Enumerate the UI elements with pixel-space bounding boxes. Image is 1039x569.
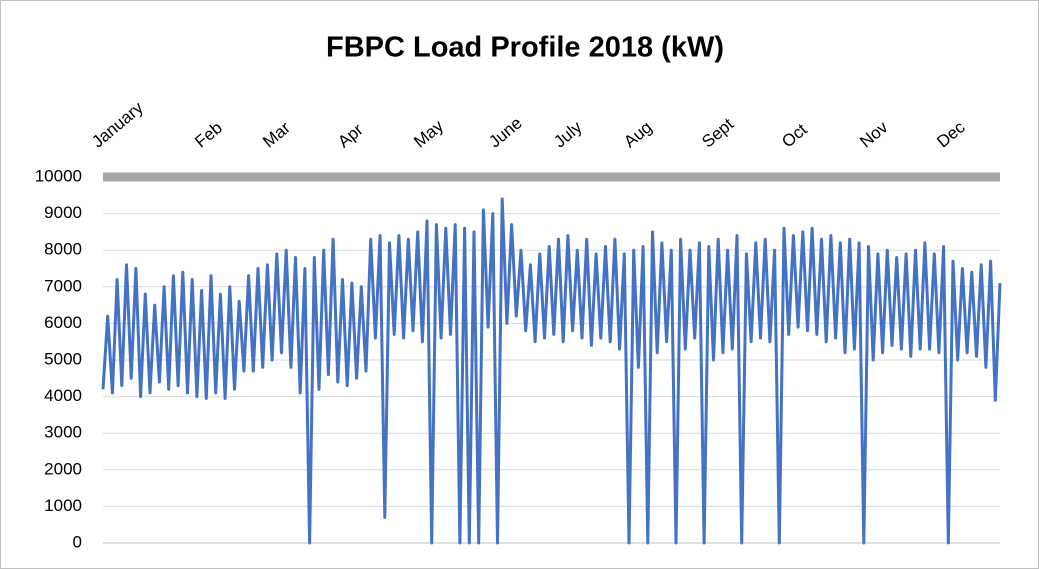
y-tick-label: 0 xyxy=(73,532,82,551)
y-tick-label: 3000 xyxy=(44,423,82,442)
y-tick-label: 8000 xyxy=(44,240,82,259)
y-tick-label: 10000 xyxy=(35,166,82,185)
y-tick-label: 6000 xyxy=(44,313,82,332)
chart-title: FBPC Load Profile 2018 (kW) xyxy=(326,32,724,64)
y-tick-label: 4000 xyxy=(44,386,82,405)
y-tick-label: 9000 xyxy=(44,203,82,222)
y-tick-label: 7000 xyxy=(44,276,82,295)
load-line xyxy=(101,197,1002,545)
y-tick-label: 1000 xyxy=(44,496,82,515)
y-tick-label: 2000 xyxy=(44,459,82,478)
y-tick-label: 5000 xyxy=(44,349,82,368)
